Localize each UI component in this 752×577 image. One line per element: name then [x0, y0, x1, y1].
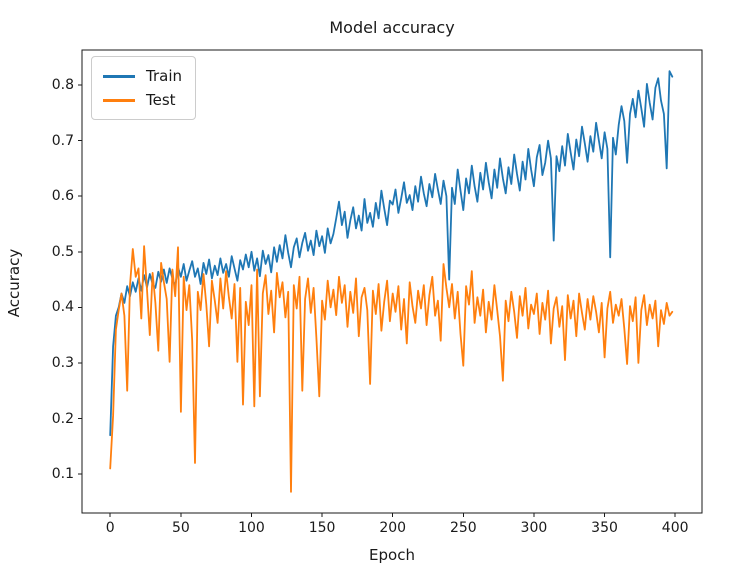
legend: Train Test — [91, 56, 196, 120]
x-tick-label: 50 — [171, 520, 190, 536]
x-tick-label: 0 — [105, 520, 115, 536]
y-tick-label: 0.1 — [51, 466, 74, 483]
plot-spines — [81, 49, 703, 514]
legend-label-train: Train — [146, 67, 182, 85]
legend-item-train: Train — [103, 64, 182, 88]
x-tick-label: 400 — [661, 520, 689, 536]
y-tick-label: 0.8 — [51, 77, 74, 94]
y-tick-label: 0.7 — [51, 132, 74, 149]
x-tick-label: 350 — [591, 520, 618, 536]
y-tick-label: 0.5 — [51, 243, 74, 260]
y-axis-label: Accuracy — [5, 248, 23, 318]
legend-item-test: Test — [103, 88, 182, 112]
x-tick-label: 200 — [379, 520, 407, 536]
x-tick-label: 100 — [238, 520, 265, 536]
y-tick-label: 0.2 — [51, 410, 74, 427]
train-line-swatch — [103, 74, 135, 78]
y-tick-label: 0.6 — [51, 188, 74, 205]
legend-label-test: Test — [146, 91, 176, 109]
chart-title: Model accuracy — [329, 18, 455, 37]
test-line-swatch — [103, 98, 135, 102]
x-axis-label: Epoch — [369, 546, 415, 564]
x-tick-label: 300 — [520, 520, 548, 536]
y-tick-label: 0.3 — [51, 354, 74, 371]
y-tick-label: 0.4 — [51, 299, 74, 316]
test-line — [109, 245, 674, 493]
train-line — [109, 70, 674, 437]
x-tick-label: 150 — [308, 520, 336, 536]
x-tick-label: 250 — [449, 520, 477, 536]
